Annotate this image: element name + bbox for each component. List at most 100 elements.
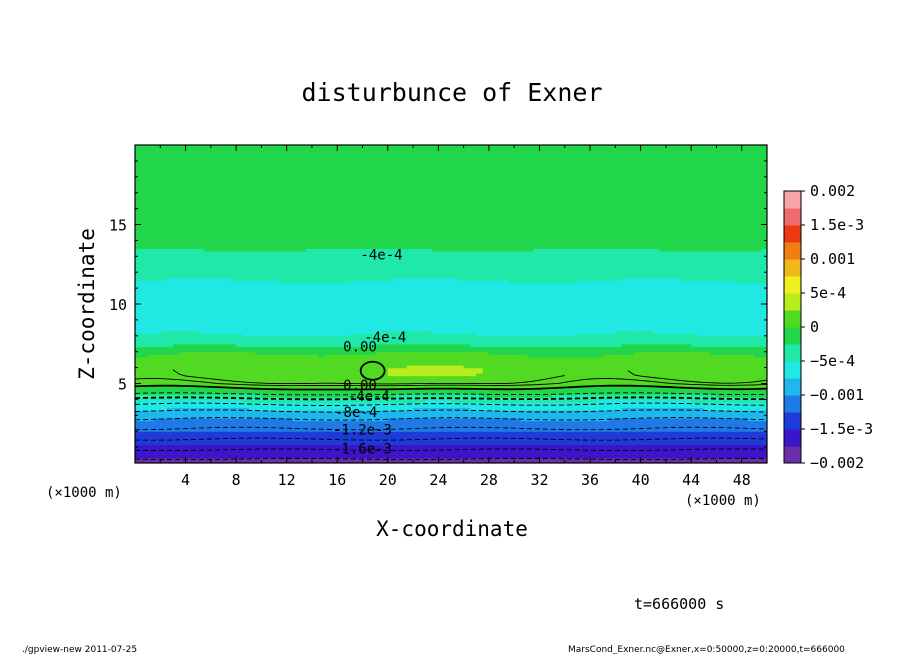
field-cell <box>703 455 711 459</box>
field-cell <box>672 452 680 456</box>
field-cell <box>722 436 730 440</box>
field-cell <box>311 354 319 358</box>
field-cell <box>564 423 572 427</box>
field-cell <box>646 349 654 353</box>
field-cell <box>299 357 307 361</box>
field-cell <box>311 444 319 448</box>
field-cell <box>318 372 326 377</box>
field-cell <box>280 452 288 456</box>
field-cell <box>293 375 300 379</box>
field-cell <box>267 367 275 371</box>
field-cell <box>558 399 566 403</box>
field-cell <box>400 367 408 371</box>
field-cell <box>324 333 332 337</box>
field-cell <box>172 460 180 463</box>
field-cell <box>533 455 541 459</box>
field-cell <box>349 412 357 416</box>
field-cell <box>261 351 269 355</box>
field-cell <box>684 375 692 379</box>
field-cell <box>324 439 332 443</box>
field-cell <box>330 402 338 406</box>
field-cell <box>305 431 313 435</box>
field-cell <box>305 444 313 448</box>
field-cell <box>520 402 528 406</box>
field-cell <box>198 431 206 435</box>
field-cell <box>179 410 187 414</box>
field-cell <box>147 436 155 440</box>
field-cell <box>577 346 585 350</box>
field-cell <box>691 415 699 419</box>
field-cell <box>697 460 705 463</box>
field-cell <box>741 357 749 361</box>
field-cell <box>229 370 237 374</box>
field-cell <box>147 441 155 446</box>
field-cell <box>748 460 755 463</box>
field-cell <box>729 372 736 377</box>
field-cell <box>349 423 357 427</box>
field-cell <box>324 386 332 390</box>
field-cell <box>242 417 250 422</box>
field-cell <box>659 370 667 374</box>
field-cell <box>615 333 623 337</box>
field-cell <box>520 362 528 366</box>
field-cell <box>242 351 250 355</box>
field-cell <box>356 372 364 377</box>
field-cell <box>722 346 730 350</box>
field-cell <box>482 357 490 361</box>
field-cell <box>697 359 705 363</box>
field-cell <box>672 420 680 424</box>
field-cell <box>185 391 193 395</box>
field-cell <box>356 460 364 463</box>
field-cell <box>286 338 294 342</box>
field-cell <box>722 431 730 435</box>
field-cell <box>198 364 206 369</box>
field-cell <box>368 351 376 355</box>
field-cell <box>210 452 218 456</box>
field-cell <box>210 359 218 363</box>
field-cell <box>577 455 585 459</box>
field-cell <box>299 412 307 416</box>
field-cell <box>596 449 604 453</box>
field-cell <box>634 380 642 385</box>
field-cell <box>520 441 528 446</box>
field-cell <box>223 378 231 382</box>
field-cell <box>722 428 730 432</box>
field-cell <box>242 378 250 382</box>
field-cell <box>217 433 225 438</box>
field-cell <box>545 420 553 424</box>
field-cell <box>653 372 661 377</box>
field-cell <box>286 455 294 459</box>
field-cell <box>324 394 332 398</box>
field-cell <box>482 415 490 419</box>
field-cell <box>419 357 427 361</box>
field-cell <box>362 364 370 369</box>
field-cell <box>172 447 180 451</box>
field-cell <box>609 367 616 371</box>
field-cell <box>640 410 648 414</box>
field-cell <box>432 338 439 342</box>
field-cell <box>444 420 452 424</box>
field-cell <box>280 391 288 395</box>
field-cell <box>204 343 212 347</box>
field-cell <box>286 383 294 387</box>
field-cell <box>311 359 319 363</box>
field-cell <box>533 370 541 374</box>
field-cell <box>179 354 187 358</box>
field-cell <box>634 396 642 400</box>
field-cell <box>242 425 250 430</box>
field-cell <box>678 423 686 427</box>
field-cell <box>229 452 237 456</box>
field-cell <box>419 396 427 400</box>
field-cell <box>697 412 705 416</box>
field-cell <box>520 410 528 414</box>
field-cell <box>615 441 623 446</box>
field-cell <box>545 433 553 438</box>
field-cell <box>286 341 294 345</box>
field-cell <box>381 378 389 382</box>
field-cell <box>337 367 345 371</box>
field-cell <box>507 404 515 408</box>
field-cell <box>646 359 654 363</box>
field-cell <box>330 394 338 398</box>
field-cell <box>217 417 225 422</box>
field-cell <box>198 349 206 353</box>
